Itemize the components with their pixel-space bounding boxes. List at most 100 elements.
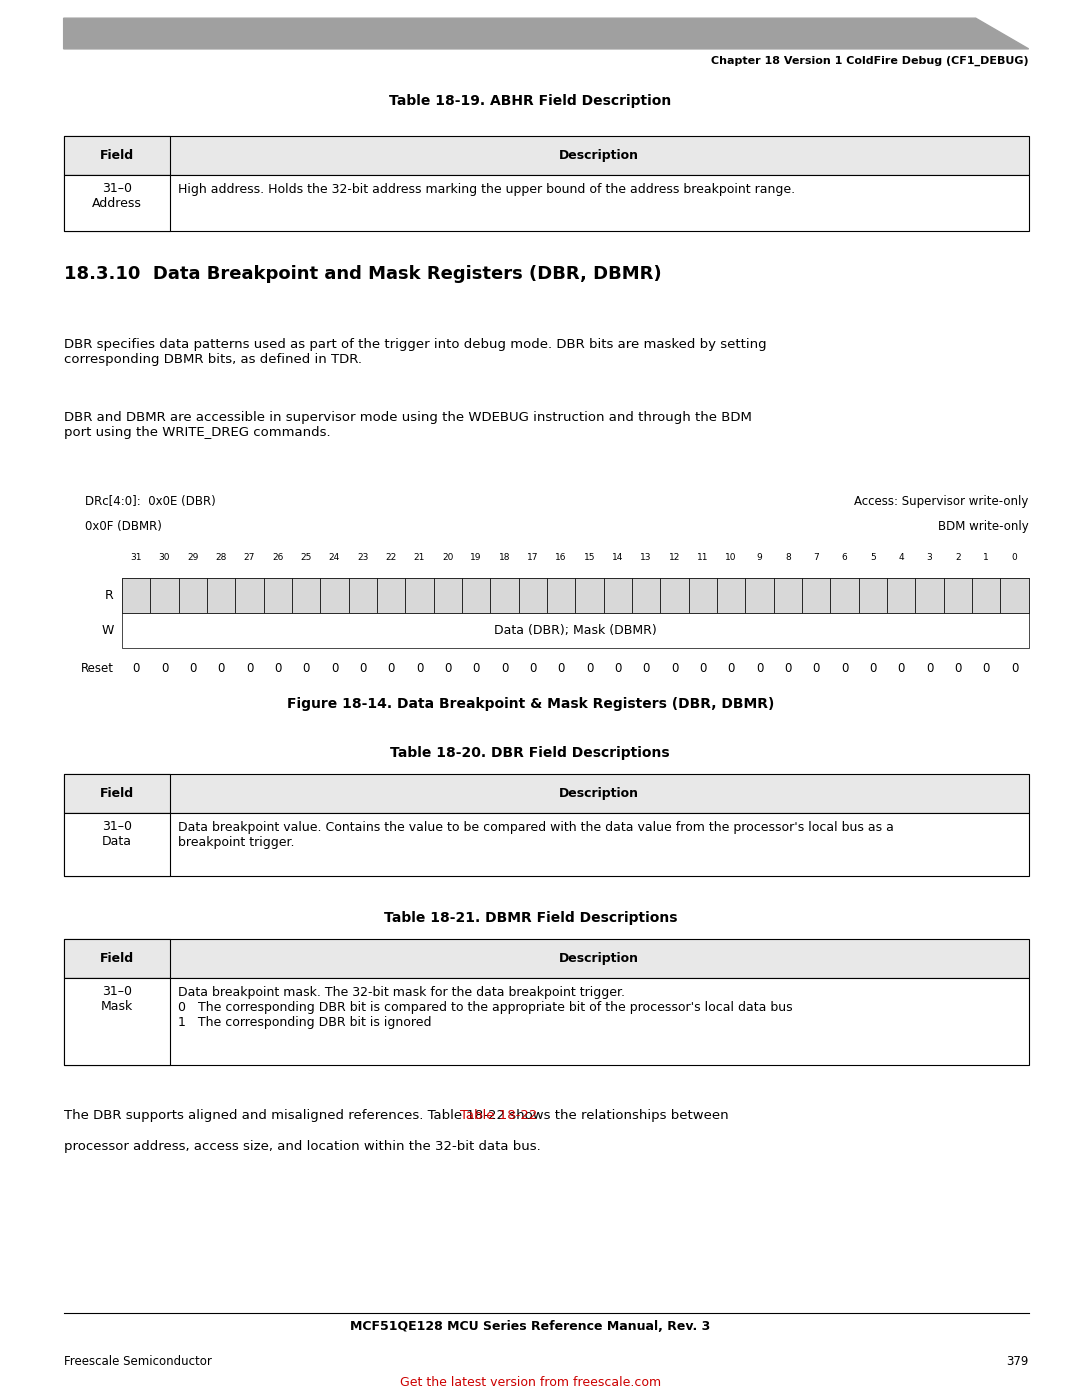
Bar xyxy=(64,136,170,175)
Text: 0: 0 xyxy=(784,662,792,675)
Text: The DBR supports aligned and misaligned references. Table 18-22 shows the relati: The DBR supports aligned and misaligned … xyxy=(64,1109,728,1122)
Text: 9: 9 xyxy=(757,553,762,562)
Bar xyxy=(972,578,1000,613)
Text: 8: 8 xyxy=(785,553,791,562)
Bar xyxy=(264,578,292,613)
Text: 5: 5 xyxy=(870,553,876,562)
Bar xyxy=(660,578,689,613)
Text: 4: 4 xyxy=(899,553,904,562)
Bar xyxy=(64,978,170,1065)
Bar xyxy=(859,578,887,613)
Text: 0: 0 xyxy=(756,662,764,675)
Bar xyxy=(64,813,170,876)
Bar xyxy=(576,578,604,613)
Text: 0: 0 xyxy=(330,662,338,675)
Bar xyxy=(462,578,490,613)
Text: 18: 18 xyxy=(499,553,510,562)
Bar xyxy=(64,175,170,231)
Text: 0: 0 xyxy=(302,662,310,675)
Text: 6: 6 xyxy=(841,553,848,562)
Bar xyxy=(64,774,170,813)
Text: 20: 20 xyxy=(442,553,454,562)
Bar xyxy=(802,578,831,613)
Text: 11: 11 xyxy=(697,553,708,562)
Text: Field: Field xyxy=(99,951,134,965)
Text: 0: 0 xyxy=(1011,662,1018,675)
Text: 1: 1 xyxy=(983,553,989,562)
Text: Description: Description xyxy=(559,951,639,965)
Text: 13: 13 xyxy=(640,553,652,562)
Bar xyxy=(773,578,802,613)
Bar xyxy=(717,578,745,613)
Bar xyxy=(64,175,1028,231)
Bar xyxy=(64,939,170,978)
Text: W: W xyxy=(102,624,113,637)
Bar xyxy=(689,578,717,613)
Text: R: R xyxy=(105,590,113,602)
Text: 0: 0 xyxy=(388,662,395,675)
Bar xyxy=(150,578,178,613)
Text: Description: Description xyxy=(559,787,639,800)
Text: 31–0
Mask: 31–0 Mask xyxy=(100,985,133,1013)
Bar xyxy=(178,578,207,613)
Text: processor address, access size, and location within the 32-bit data bus.: processor address, access size, and loca… xyxy=(64,1140,540,1153)
Text: Reset: Reset xyxy=(81,662,113,675)
Bar xyxy=(546,578,576,613)
Text: 21: 21 xyxy=(414,553,426,562)
Text: 15: 15 xyxy=(584,553,595,562)
Text: 0: 0 xyxy=(643,662,650,675)
Text: 0: 0 xyxy=(246,662,253,675)
Text: 379: 379 xyxy=(1007,1355,1028,1368)
Text: 0: 0 xyxy=(444,662,451,675)
Text: 0: 0 xyxy=(954,662,961,675)
Text: High address. Holds the 32-bit address marking the upper bound of the address br: High address. Holds the 32-bit address m… xyxy=(178,183,795,196)
Text: Table 18-22: Table 18-22 xyxy=(460,1109,538,1122)
Text: 0: 0 xyxy=(897,662,905,675)
Text: Figure 18-14. Data Breakpoint & Mask Registers (DBR, DBMR): Figure 18-14. Data Breakpoint & Mask Reg… xyxy=(286,697,774,711)
Text: 18.3.10  Data Breakpoint and Mask Registers (DBR, DBMR): 18.3.10 Data Breakpoint and Mask Registe… xyxy=(64,265,661,284)
Text: 0: 0 xyxy=(728,662,734,675)
Bar xyxy=(349,578,377,613)
Text: BDM write-only: BDM write-only xyxy=(937,520,1028,532)
Bar xyxy=(944,578,972,613)
Text: 0: 0 xyxy=(1012,553,1017,562)
Text: 0: 0 xyxy=(812,662,820,675)
Bar xyxy=(490,578,518,613)
Text: 29: 29 xyxy=(187,553,199,562)
Bar xyxy=(292,578,321,613)
Text: 0: 0 xyxy=(501,662,509,675)
Bar xyxy=(64,939,1028,978)
Text: Data breakpoint mask. The 32-bit mask for the data breakpoint trigger.
0   The c: Data breakpoint mask. The 32-bit mask fo… xyxy=(178,986,793,1030)
Text: 0: 0 xyxy=(189,662,197,675)
Bar xyxy=(122,578,150,613)
Text: Description: Description xyxy=(559,148,639,162)
Bar xyxy=(235,578,264,613)
Bar xyxy=(122,613,1028,648)
Bar xyxy=(434,578,462,613)
Bar xyxy=(377,578,405,613)
Bar xyxy=(831,578,859,613)
Bar xyxy=(604,578,632,613)
Text: 0: 0 xyxy=(416,662,423,675)
Text: 0: 0 xyxy=(133,662,139,675)
Text: Table 18-21. DBMR Field Descriptions: Table 18-21. DBMR Field Descriptions xyxy=(383,911,677,925)
Text: 31–0
Data: 31–0 Data xyxy=(102,820,132,848)
Bar xyxy=(745,578,773,613)
Text: 0: 0 xyxy=(585,662,593,675)
Text: MCF51QE128 MCU Series Reference Manual, Rev. 3: MCF51QE128 MCU Series Reference Manual, … xyxy=(350,1320,711,1333)
Bar xyxy=(64,813,1028,876)
Text: 24: 24 xyxy=(328,553,340,562)
Bar xyxy=(122,578,1028,613)
Text: 0: 0 xyxy=(557,662,565,675)
Text: 17: 17 xyxy=(527,553,539,562)
Text: 0: 0 xyxy=(671,662,678,675)
Text: Table 18-20. DBR Field Descriptions: Table 18-20. DBR Field Descriptions xyxy=(391,746,670,760)
Text: 0: 0 xyxy=(161,662,168,675)
Text: DBR specifies data patterns used as part of the trigger into debug mode. DBR bit: DBR specifies data patterns used as part… xyxy=(64,338,766,366)
Text: Field: Field xyxy=(99,787,134,800)
Bar xyxy=(64,978,1028,1065)
Text: 0: 0 xyxy=(983,662,990,675)
Bar xyxy=(916,578,944,613)
Text: DBR and DBMR are accessible in supervisor mode using the WDEBUG instruction and : DBR and DBMR are accessible in superviso… xyxy=(64,411,752,439)
Text: 14: 14 xyxy=(612,553,623,562)
